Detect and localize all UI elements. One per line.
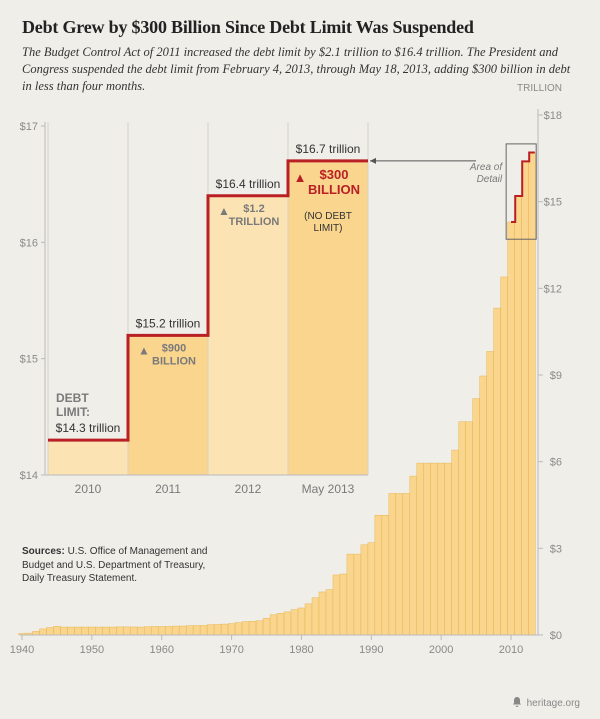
sources: Sources: U.S. Office of Management and B… (22, 545, 222, 586)
footer: heritage.org (511, 696, 580, 711)
svg-text:$16.4 trillion: $16.4 trillion (216, 177, 281, 191)
footer-site: heritage.org (527, 698, 580, 709)
svg-text:1940: 1940 (10, 644, 34, 656)
svg-text:$15.2 trillion: $15.2 trillion (136, 316, 201, 330)
svg-text:$17: $17 (20, 121, 38, 133)
svg-text:May 2013: May 2013 (302, 482, 355, 496)
svg-text:LIMIT:: LIMIT: (56, 405, 90, 419)
svg-text:$300: $300 (320, 167, 349, 182)
svg-text:1960: 1960 (149, 644, 173, 656)
svg-text:$12: $12 (544, 283, 562, 295)
chart-svg: TRILLION $0 $3 $6 $9 $12 $15 $18 1940 1950 1960 197… (0, 0, 600, 719)
svg-text:1990: 1990 (359, 644, 383, 656)
svg-text:DEBT: DEBT (56, 391, 89, 405)
svg-text:LIMIT): LIMIT) (314, 223, 343, 234)
svg-text:$1.2: $1.2 (243, 203, 264, 215)
svg-text:2010: 2010 (75, 482, 102, 496)
svg-text:$15: $15 (544, 197, 562, 209)
svg-text:▲: ▲ (294, 170, 307, 185)
page: Debt Grew by $300 Billion Since Debt Lim… (0, 0, 600, 719)
svg-text:$3: $3 (550, 543, 562, 555)
svg-text:$6: $6 (550, 457, 562, 469)
svg-text:$900: $900 (162, 342, 186, 354)
svg-text:$9: $9 (550, 370, 562, 382)
inset-chart: $14 $15 $16 $17 2010 2011 2012 May 2013 $14.3 tr… (20, 121, 476, 496)
sources-label: Sources: (22, 546, 65, 557)
svg-text:2012: 2012 (235, 482, 262, 496)
svg-text:Detail: Detail (477, 174, 503, 185)
svg-text:$15: $15 (20, 354, 38, 366)
svg-text:1950: 1950 (80, 644, 104, 656)
svg-text:(NO DEBT: (NO DEBT (304, 211, 352, 222)
svg-text:2010: 2010 (499, 644, 523, 656)
svg-text:Area of: Area of (469, 162, 503, 173)
svg-text:$16: $16 (20, 237, 38, 249)
svg-text:1970: 1970 (219, 644, 243, 656)
svg-text:TRILLION: TRILLION (517, 83, 562, 94)
svg-text:TRILLION: TRILLION (229, 216, 280, 228)
svg-text:$14.3 trillion: $14.3 trillion (56, 421, 121, 435)
svg-text:BILLION: BILLION (152, 355, 196, 367)
bell-icon (511, 696, 523, 711)
svg-text:BILLION: BILLION (308, 182, 360, 197)
svg-text:1980: 1980 (289, 644, 313, 656)
svg-text:▲: ▲ (138, 343, 150, 357)
svg-text:2011: 2011 (155, 482, 181, 496)
svg-text:$16.7 trillion: $16.7 trillion (296, 142, 361, 156)
svg-text:$14: $14 (20, 470, 38, 482)
svg-text:2000: 2000 (429, 644, 453, 656)
svg-text:$18: $18 (544, 110, 562, 122)
svg-text:$0: $0 (550, 630, 562, 642)
